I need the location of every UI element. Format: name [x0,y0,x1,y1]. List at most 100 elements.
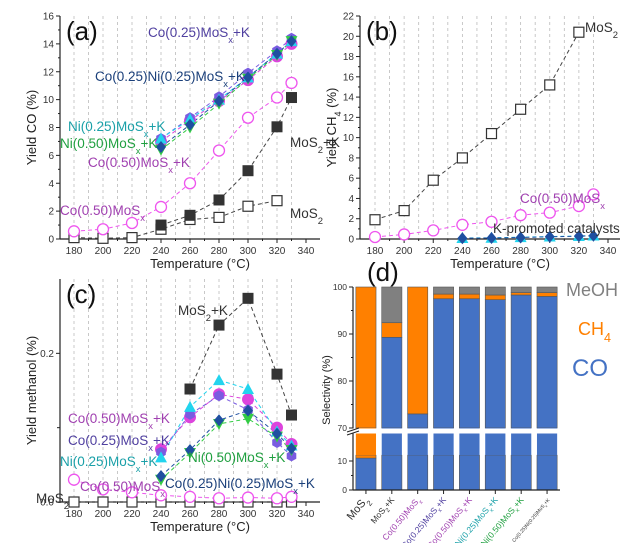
data-point [213,211,225,223]
data-point [588,229,599,242]
x-tick-label: 200 [95,509,112,520]
data-point [213,319,225,331]
y-tick-label: 20 [343,32,355,43]
x-tick-label: 240 [153,509,170,520]
y-tick-label: 4 [348,194,354,205]
y-axis-label: Selectivity (%) [321,355,333,425]
data-point [67,225,81,238]
data-point [272,427,282,440]
x-tick-label: 300 [240,509,257,520]
y-tick-label: 14 [343,93,355,104]
data-point [572,199,586,213]
bar-segment-co [484,299,506,429]
series-annotation: Co(0.50)MoSx [80,479,165,500]
x-tick-label: 180 [367,246,384,257]
bar-segment-meoh [459,286,480,295]
bar-segment-co [485,428,506,456]
data-point [184,209,196,221]
data-point [514,209,527,222]
data-point [286,442,297,455]
y-tick-label: 14 [43,39,55,50]
bar-segment-ch4 [433,293,454,300]
bar-segment-co [433,428,454,456]
bar-segment-meoh [536,286,558,293]
x-tick-label: 260 [182,509,199,520]
data-point [271,368,283,380]
y-tick-label: 0 [48,235,54,246]
x-axis-label: Temperature (°C) [150,256,250,271]
data-point [154,489,168,502]
bar-segment-ch4 [381,322,403,338]
bar-segment-co [407,428,428,456]
series-annotation: Co(0.50)MoSx [520,191,605,212]
data-point [587,188,600,201]
data-point [272,47,282,60]
series-line [160,40,292,151]
data-point [241,111,255,124]
chart-panel-b: 180 200 220 240 260 280 300 320 340 0 2 4 6 8 10 12 14 16… [324,12,620,272]
bar-segment-ch4 [536,292,558,297]
data-point [242,393,254,406]
x-tick-label: 240 [454,246,471,257]
y-tick-label: 100 [333,282,347,292]
data-point [486,231,497,244]
x-tick-label: 200 [396,246,413,257]
data-point [427,174,439,186]
data-point [427,224,440,237]
x-axis-label: Temperature (°C) [450,256,550,271]
series-line [160,410,292,477]
legend-label: MeOH [566,280,618,300]
data-point [184,400,196,412]
bar-segment-ch4 [459,293,480,300]
data-point [241,491,255,504]
series-annotation: MoS2+K [290,135,340,156]
bar-segment-co [381,454,403,491]
series-annotation: Co(0.25)Ni(0.25)MoSx+K [165,476,315,497]
bar-segment-meoh [484,286,506,296]
bar-segment-meoh [433,286,454,295]
x-tick-label: 260 [182,246,199,257]
bar-segment-co [484,454,506,491]
data-point [213,374,225,386]
bar-segment-ch4 [484,294,506,300]
data-point [185,443,195,456]
data-point [155,132,167,144]
data-point [183,177,197,190]
series-annotation: Co(0.25)MoSx+K [148,25,250,46]
y-axis-label: Yield methanol (%) [24,336,39,445]
data-point [515,231,526,244]
chart-panel-d: MoS2MoS2+KCo(0.50)MoSxCo(0.25)MoSx+KCo(0… [321,257,618,543]
bar-segment-co [459,298,480,429]
data-point [242,383,254,395]
legend-label: CH4 [578,319,611,345]
y-tick-label: 0 [348,235,354,246]
axis-break [345,428,562,434]
x-tick-label: 240 [153,246,170,257]
series-line [160,379,292,458]
bar-segment-co [511,428,532,456]
data-point [271,195,283,207]
series-annotation: Co(0.50)MoSx+K [88,155,190,176]
series-annotation: Co(0.25)Ni(0.25)MoSx+K [95,69,245,90]
series-annotation: Co(0.50)MoSx [60,203,145,224]
y-tick-label: 16 [343,72,355,83]
series-line [160,393,292,450]
x-tick-label: 340 [298,246,315,257]
y-tick-label: 8 [48,123,54,134]
bar-segment-co [381,336,403,429]
data-point [184,113,196,125]
data-point [155,219,167,231]
bar-segment-ch4 [355,428,377,456]
data-point [242,292,254,304]
panel-label: (b) [366,16,398,46]
data-point [154,200,168,214]
data-point [126,232,138,244]
series-annotation: Co(0.25)MoSx+K [68,433,170,454]
bar-segment-co [355,457,377,491]
data-point [155,451,167,463]
bar-segment-meoh [510,286,532,293]
data-point [126,496,138,508]
data-point [214,390,224,402]
data-point [213,194,225,206]
data-point [185,118,195,131]
